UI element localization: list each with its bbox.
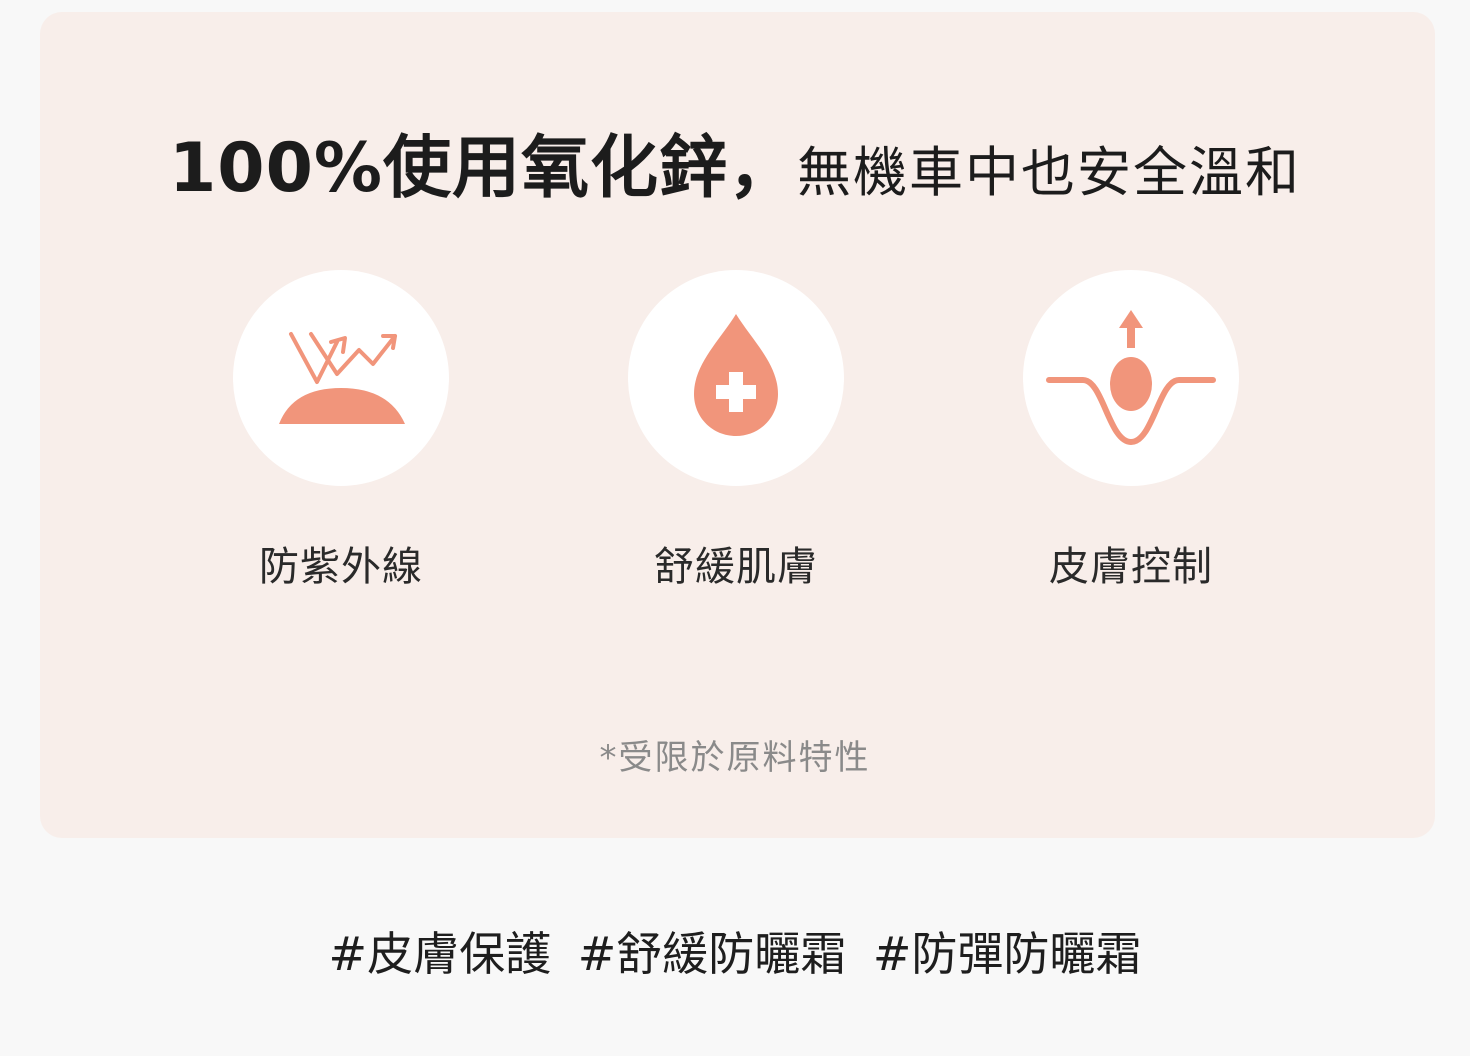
feature-uv-label: 防紫外線 [259, 544, 423, 590]
hashtag-bulletproof-sunscreen[interactable]: #防彈防曬霜 [872, 927, 1142, 981]
headline-light: 無機車中也安全溫和 [797, 141, 1302, 204]
disclaimer-note: *受限於原料特性 [599, 738, 871, 778]
headline: 100%使用氧化鋅，無機車中也安全溫和 [0, 112, 1470, 211]
medical-drop-icon [694, 314, 778, 436]
feature-soothing: 舒緩肌膚 [628, 270, 844, 590]
feature-skin-control-circle [1023, 270, 1239, 486]
hashtags: #皮膚保護 #舒緩防曬霜 #防彈防曬霜 [0, 918, 1470, 984]
feature-skin-control-label: 皮膚控制 [1049, 544, 1213, 590]
feature-soothing-circle [628, 270, 844, 486]
uv-reflect-icon [279, 332, 405, 424]
headline-bold: 100%使用氧化鋅， [168, 129, 798, 208]
hashtag-soothing-sunscreen[interactable]: #舒緩防曬霜 [577, 927, 847, 981]
hashtag-skin-protection[interactable]: #皮膚保護 [328, 927, 552, 981]
feature-skin-control: 皮膚控制 [1023, 270, 1239, 590]
feature-uv-circle [233, 270, 449, 486]
skin-lift-icon [1046, 310, 1216, 446]
feature-uv: 防紫外線 [233, 270, 449, 590]
feature-soothing-label: 舒緩肌膚 [654, 544, 818, 590]
